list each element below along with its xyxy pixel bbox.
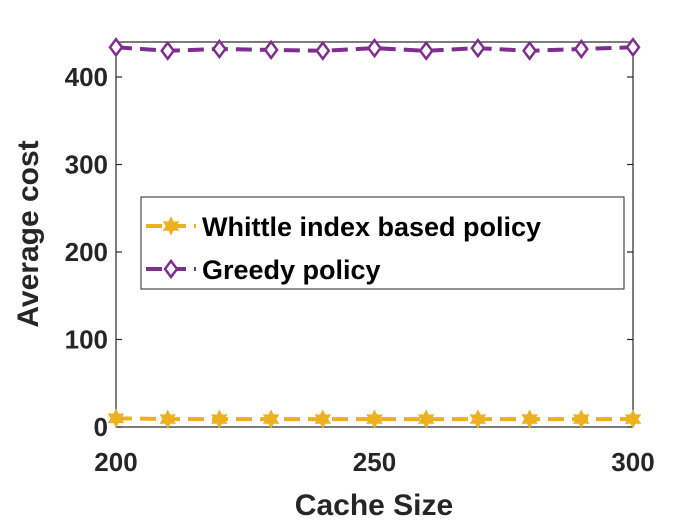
x-tick-label: 250 — [353, 447, 396, 477]
x-tick-label: 200 — [94, 447, 137, 477]
y-axis-title: Average cost — [12, 140, 45, 327]
series-point — [263, 39, 279, 60]
series-line — [115, 416, 633, 422]
series-point — [108, 37, 124, 58]
series-point — [314, 409, 332, 429]
y-tick-label: 400 — [65, 62, 108, 92]
series-point — [366, 38, 383, 59]
legend-label: Whittle index based policy — [202, 212, 541, 242]
series-point — [469, 409, 487, 429]
series-point — [211, 409, 228, 429]
legend: Whittle index based policy Greedy policy — [140, 196, 625, 290]
series-point — [470, 38, 486, 59]
series-point — [315, 40, 331, 61]
x-tick-label: 300 — [611, 447, 654, 477]
series-point — [417, 409, 435, 429]
series-point — [262, 409, 280, 429]
series-point — [624, 409, 642, 429]
legend-label: Greedy policy — [202, 255, 381, 285]
series-group — [107, 408, 642, 429]
y-tick-label: 300 — [65, 150, 108, 180]
y-tick-label: 100 — [65, 325, 108, 355]
series-point — [573, 409, 590, 429]
series-layer — [107, 37, 642, 429]
series-line — [115, 45, 634, 53]
legend-box — [140, 196, 625, 290]
tick-labels: 200 250 300 0 100 200 300 400 — [65, 62, 655, 477]
series-point — [159, 409, 176, 429]
series-point — [573, 38, 589, 60]
series-point — [625, 37, 641, 58]
series-point — [160, 40, 176, 61]
x-axis-title: Cache Size — [295, 489, 453, 522]
series-group — [108, 37, 641, 61]
y-tick-label: 200 — [65, 237, 108, 267]
y-tick-label: 0 — [94, 412, 108, 442]
series-point — [522, 40, 538, 61]
series-point — [418, 40, 434, 61]
legend-swatch-marker — [163, 258, 179, 280]
series-point — [521, 409, 538, 429]
series-point — [211, 38, 227, 60]
series-point — [366, 409, 383, 429]
legend-swatch-marker — [162, 216, 180, 236]
series-point — [107, 408, 125, 428]
